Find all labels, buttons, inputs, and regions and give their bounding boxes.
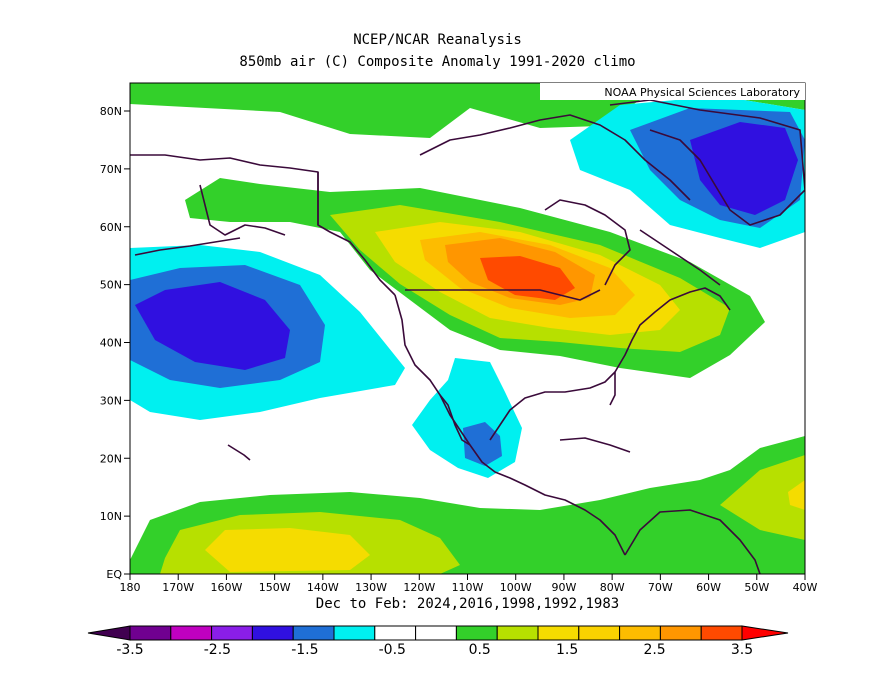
- chart-subtitle: 850mb air (C) Composite Anomaly 1991-202…: [239, 54, 636, 70]
- latitude-axis: 80N 70N 60N 50N 40N 30N 20N 10N EQ: [100, 105, 130, 581]
- colorbar-label: 3.5: [731, 642, 753, 658]
- colorbar-swatch: [292, 625, 335, 641]
- colorbar-label: 1.5: [556, 642, 578, 658]
- colorbar-label: -1.5: [291, 642, 318, 658]
- lon-label: 50W: [744, 581, 769, 594]
- tropics-positive-strong: [205, 528, 370, 572]
- colorbar-low-arrow: [87, 625, 131, 641]
- colorbar-swatch: [170, 625, 213, 641]
- colorbar-swatch: [537, 625, 580, 641]
- lon-label: 80W: [600, 581, 625, 594]
- lon-label: 130W: [355, 581, 387, 594]
- lon-label: 110W: [452, 581, 484, 594]
- tropics-positive-strong-atlantic: [788, 480, 805, 510]
- coast-aleutians: [134, 237, 241, 256]
- lon-label: 180: [120, 581, 141, 594]
- coast-east-us: [614, 287, 731, 373]
- lon-label: 70W: [648, 581, 673, 594]
- lon-label: 160W: [210, 581, 242, 594]
- anomaly-field: [130, 83, 805, 574]
- border-us-canada: [405, 289, 601, 301]
- lat-label: 70N: [100, 163, 122, 176]
- colorbar-label: -3.5: [116, 642, 143, 658]
- lat-label: 20N: [100, 452, 122, 465]
- colorbar-swatch: [619, 625, 661, 641]
- coast-hawaii: [227, 444, 251, 461]
- coast-south-america: [624, 509, 761, 574]
- pacific-negative-strong: [135, 282, 290, 370]
- colorbar-high-arrow: [741, 625, 789, 641]
- colorbar-swatch: [700, 625, 743, 641]
- lon-label: 170W: [162, 581, 194, 594]
- tropics-positive-mid-atlantic: [720, 455, 805, 540]
- lat-label: 60N: [100, 221, 122, 234]
- colorbar-swatch: [496, 625, 539, 641]
- lon-label: 100W: [500, 581, 532, 594]
- na-positive-hottest: [480, 256, 575, 300]
- colorbar-swatch: [415, 625, 457, 641]
- colorbar-swatch: [211, 625, 253, 641]
- credit-box: [540, 83, 805, 100]
- lon-label: 120W: [403, 581, 435, 594]
- lat-label: EQ: [106, 568, 122, 581]
- coast-greenland: [609, 99, 805, 226]
- coast-arctic-islands: [419, 114, 691, 201]
- coast-gulf: [489, 371, 616, 441]
- longitude-axis: 180 170W 160W 150W 140W 130W 120W 110W 100W 90W 80…: [120, 574, 818, 594]
- colorbar-label: 2.5: [643, 642, 665, 658]
- colorbar-swatch: [333, 625, 376, 641]
- colorbar-swatch: [578, 625, 621, 641]
- lat-label: 10N: [100, 510, 122, 523]
- lat-label: 50N: [100, 279, 122, 292]
- colorbar-label: -0.5: [379, 642, 406, 658]
- greenland-negative-strong: [690, 122, 798, 215]
- colorbar-swatch: [374, 625, 417, 641]
- lat-label: 30N: [100, 394, 122, 407]
- colorbar-label: 0.5: [469, 642, 491, 658]
- colorbar-swatch: [659, 625, 702, 641]
- coastlines: [130, 99, 805, 574]
- coast-labrador: [639, 229, 721, 286]
- lon-label: 150W: [259, 581, 291, 594]
- coast-baja: [439, 394, 471, 446]
- colorbar-swatch: [129, 625, 172, 641]
- caption: Dec to Feb: 2024,2016,1998,1992,1983: [315, 596, 620, 612]
- coast-alaska-peninsula: [199, 184, 286, 236]
- chart-title: NCEP/NCAR Reanalysis: [353, 32, 522, 48]
- coast-west-us: [394, 294, 626, 556]
- coast-cuba: [559, 437, 631, 453]
- lon-label: 140W: [307, 581, 339, 594]
- mexico-negative-mid: [463, 422, 502, 466]
- colorbar-swatch: [455, 625, 498, 641]
- lat-label: 80N: [100, 105, 122, 118]
- colorbar-swatch: [251, 625, 294, 641]
- colorbar-label: -2.5: [204, 642, 231, 658]
- lon-label: 90W: [551, 581, 576, 594]
- coast-hudson: [544, 199, 631, 286]
- lon-label: 40W: [793, 581, 818, 594]
- colorbar: -3.5 -2.5 -1.5 -0.5 0.5 1.5 2.5 3.5: [87, 625, 789, 658]
- lat-label: 40N: [100, 337, 122, 350]
- lon-label: 60W: [696, 581, 721, 594]
- credit-text: NOAA Physical Sciences Laboratory: [604, 86, 800, 99]
